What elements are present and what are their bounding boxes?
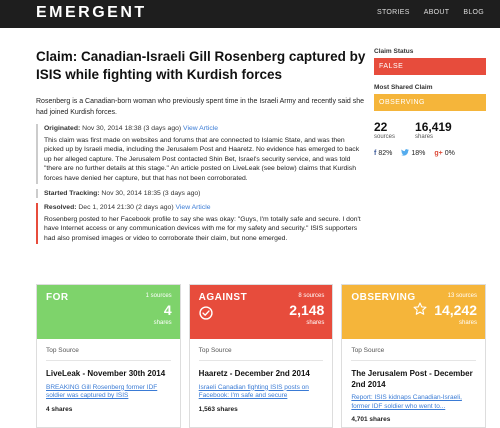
source-shares: 4 shares <box>46 405 73 413</box>
most-shared-label: Most Shared Claim <box>374 84 433 91</box>
card-sources: 8 sources <box>298 293 325 299</box>
shares-count: 16,419 <box>415 120 452 134</box>
sources-label: sources <box>374 134 396 140</box>
sources-stat: 22 sources <box>374 120 395 140</box>
facebook-share: f 82% <box>374 150 392 157</box>
sources-count: 22 <box>374 120 388 134</box>
timeline-originated: Originated: Nov 30, 2014 18:38 (3 days a… <box>36 124 366 184</box>
view-article-link[interactable]: View Article <box>175 204 211 212</box>
facebook-percent: 82% <box>378 149 393 157</box>
twitter-icon <box>401 149 410 156</box>
source-title: The Jerusalem Post - December 2nd 2014 <box>351 369 473 389</box>
card-shares: 14,242 <box>434 302 478 318</box>
source-link[interactable]: BREAKING Gill Rosenberg former IDF soldi… <box>46 383 158 400</box>
timeline-date: Dec 1, 2014 21:30 (2 days ago) <box>78 204 174 212</box>
claim-timeline: Originated: Nov 30, 2014 18:38 (3 days a… <box>36 124 366 249</box>
top-nav-bar: EMERGENT STORIES ABOUT BLOG <box>0 0 500 28</box>
card-title: OBSERVING <box>351 292 416 303</box>
source-title: LiveLeak - November 30th 2014 <box>46 369 166 378</box>
claim-sidebar: Claim Status FALSE Most Shared Claim OBS… <box>374 48 486 157</box>
card-title: FOR <box>46 292 69 303</box>
gplus-share: g+ 0% <box>434 150 455 157</box>
top-source-label: Top Source <box>351 347 477 361</box>
nav-blog[interactable]: BLOG <box>463 9 484 16</box>
claim-title: Claim: Canadian-Israeli Gill Rosenberg c… <box>36 49 366 82</box>
source-link[interactable]: Israeli Canadian fighting ISIS posts on … <box>198 383 309 400</box>
card-body: Top Source Haaretz - December 2nd 2014 I… <box>190 339 333 421</box>
shares-label: shares <box>415 134 434 140</box>
card-shares-label: shares <box>459 320 478 326</box>
card-observing[interactable]: OBSERVING 13 sources 14,242 shares Top S… <box>341 284 487 428</box>
source-shares: 1,563 shares <box>198 405 238 413</box>
card-shares-label: shares <box>153 320 172 326</box>
timeline-started-tracking: Started Tracking: Nov 30, 2014 18:35 (3 … <box>36 188 366 199</box>
star-icon <box>413 302 427 315</box>
site-logo[interactable]: EMERGENT <box>36 4 147 21</box>
claim-stats: 22 sources 16,419 shares <box>374 120 486 140</box>
timeline-date: Nov 30, 2014 18:38 (3 days ago) <box>82 125 182 132</box>
stance-cards: FOR 1 sources 4 shares Top Source LiveLe… <box>36 284 487 428</box>
timeline-label: Resolved: <box>44 204 77 212</box>
timeline-label: Started Tracking: <box>44 189 100 197</box>
source-title: Haaretz - December 2nd 2014 <box>198 369 310 378</box>
card-header: OBSERVING 13 sources 14,242 shares <box>342 285 486 339</box>
card-shares-label: shares <box>306 320 325 326</box>
shares-stat: 16,419 shares <box>415 120 452 140</box>
card-shares: 2,148 <box>289 302 325 318</box>
top-source-label: Top Source <box>198 347 324 361</box>
claim-intro: Rosenberg is a Canadian-born woman who p… <box>36 98 365 116</box>
card-body: Top Source LiveLeak - November 30th 2014… <box>37 339 180 421</box>
claim-status-badge: FALSE <box>374 58 486 75</box>
source-shares: 4,701 shares <box>351 416 391 423</box>
gplus-percent: 0% <box>444 149 455 157</box>
card-title: AGAINST <box>198 292 248 303</box>
card-body: Top Source The Jerusalem Post - December… <box>342 339 485 428</box>
twitter-share: 18% <box>401 149 425 157</box>
top-source-label: Top Source <box>46 347 171 361</box>
card-header: AGAINST 8 sources 2,148 shares <box>189 285 333 339</box>
card-sources: 13 sources <box>447 293 478 299</box>
card-sources: 1 sources <box>145 293 172 299</box>
source-link[interactable]: Report: ISIS kidnaps Canadian-Israeli, f… <box>351 394 462 410</box>
timeline-body: This claim was first made on websites an… <box>44 136 360 182</box>
timeline-label: Originated: <box>44 125 81 132</box>
nav-about[interactable]: ABOUT <box>423 9 450 16</box>
timeline-resolved: Resolved: Dec 1, 2014 21:30 (2 days ago)… <box>36 203 366 244</box>
most-shared-badge: OBSERVING <box>374 94 486 111</box>
check-circle-icon <box>199 306 213 320</box>
view-article-link[interactable]: View Article <box>183 125 219 132</box>
card-shares: 4 <box>163 302 172 318</box>
twitter-percent: 18% <box>411 150 426 157</box>
card-header: FOR 1 sources 4 shares <box>37 285 180 339</box>
nav-stories[interactable]: STORIES <box>377 9 410 16</box>
claim-status-label: Claim Status <box>374 48 414 55</box>
card-for[interactable]: FOR 1 sources 4 shares Top Source LiveLe… <box>36 284 181 428</box>
timeline-body: Rosenberg posted to her Facebook profile… <box>44 215 361 242</box>
card-against[interactable]: AGAINST 8 sources 2,148 shares Top Sourc… <box>188 284 334 428</box>
gplus-icon: g+ <box>434 149 443 157</box>
main-nav: STORIES ABOUT BLOG <box>377 9 484 16</box>
social-breakdown: f 82% 18% g+ 0% <box>374 149 486 157</box>
timeline-date: Nov 30, 2014 18:35 (3 days ago) <box>101 189 201 197</box>
facebook-icon: f <box>374 149 377 157</box>
